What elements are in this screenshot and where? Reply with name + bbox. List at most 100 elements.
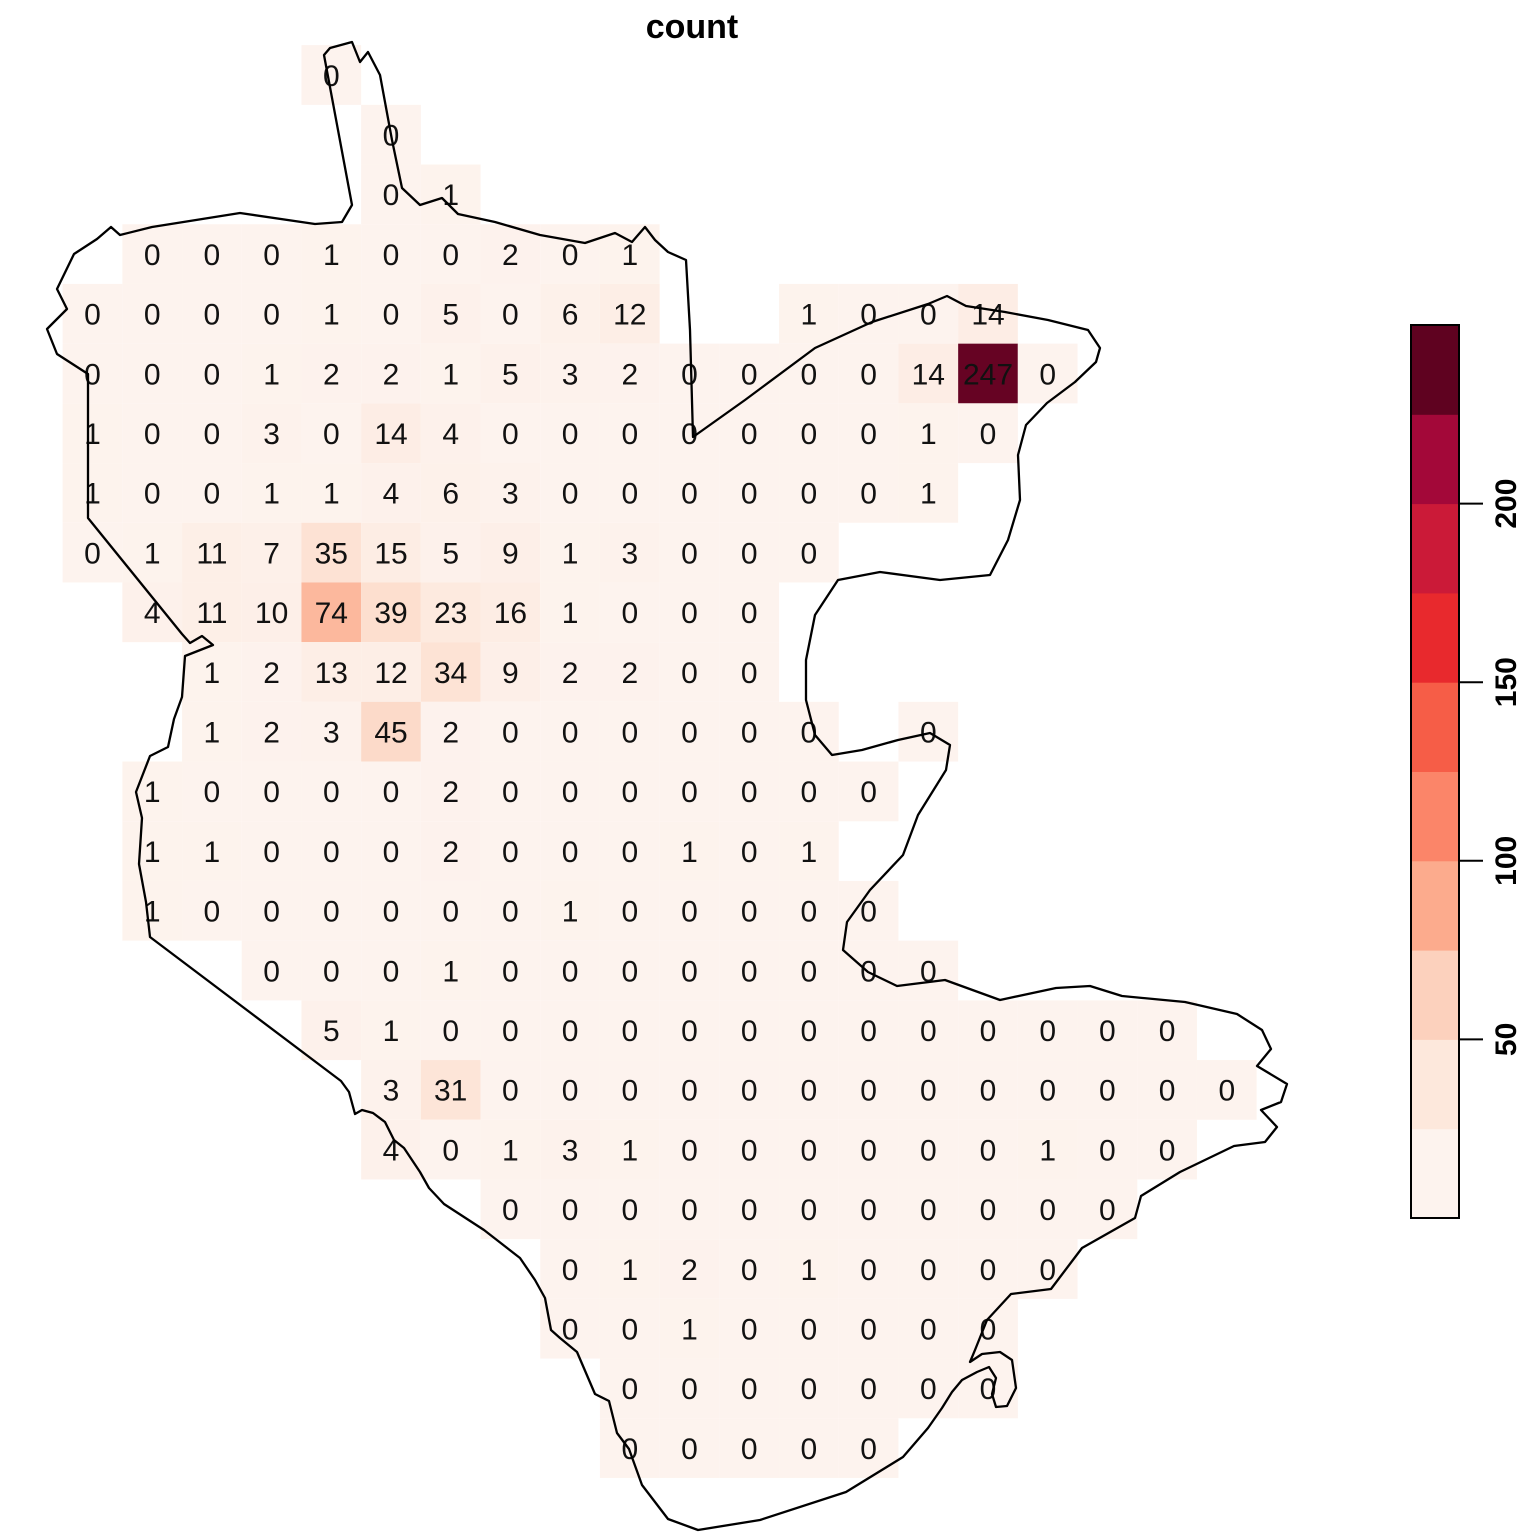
cell-value: 0	[621, 1373, 638, 1406]
cell-value: 0	[502, 896, 519, 929]
heatmap-cell	[659, 1298, 720, 1359]
cell-value: 2	[442, 717, 459, 750]
cell-value: 0	[920, 1194, 937, 1227]
cell-value: 0	[920, 1015, 937, 1048]
heatmap-cell	[480, 463, 541, 523]
heatmap-cell	[241, 642, 302, 702]
cell-value: 14	[971, 299, 1004, 332]
heatmap-cell	[1077, 1060, 1138, 1120]
cell-value: 0	[383, 896, 400, 929]
heatmap-cell	[420, 343, 481, 404]
heatmap-cell	[361, 522, 421, 583]
cell-value: 6	[442, 478, 459, 511]
heatmap-cell	[241, 224, 302, 284]
heatmap-cell	[838, 1000, 899, 1061]
heatmap-cell	[182, 701, 242, 762]
heatmap-cell	[420, 522, 481, 583]
heatmap-cell	[420, 582, 481, 643]
heatmap-cell	[779, 821, 839, 881]
heatmap-cell	[301, 283, 362, 344]
cell-value: 0	[383, 299, 400, 332]
cell-value: 1	[263, 478, 280, 511]
heatmap-cell	[301, 343, 362, 404]
cell-value: 0	[383, 179, 400, 212]
cell-value: 0	[860, 1015, 877, 1048]
cell-value: 0	[860, 1433, 877, 1466]
cell-value: 0	[204, 299, 221, 332]
heatmap-cell	[540, 642, 600, 702]
cell-value: 0	[383, 955, 400, 988]
cell-value: 0	[1039, 358, 1056, 391]
heatmap-cell	[241, 522, 302, 583]
heatmap-cell	[719, 1060, 780, 1120]
heatmap-cell	[540, 1239, 600, 1299]
heatmap-cell	[182, 821, 242, 881]
cell-value: 3	[562, 1134, 579, 1167]
cell-value: 0	[801, 478, 818, 511]
cell-value: 0	[681, 1134, 698, 1167]
cell-value: 0	[741, 1075, 758, 1108]
heatmap-cell	[719, 1358, 780, 1419]
heatmap-cell	[1017, 1060, 1078, 1120]
heatmap-cell	[779, 1119, 839, 1180]
heatmap-cell	[540, 522, 600, 583]
heatmap-cell	[779, 1358, 839, 1419]
heatmap-cell	[1077, 1179, 1138, 1240]
heatmap-cell	[719, 1119, 780, 1180]
cell-value: 0	[263, 776, 280, 809]
cell-value: 0	[263, 239, 280, 272]
heatmap-cell	[779, 1060, 839, 1120]
cell-value: 0	[621, 717, 638, 750]
cell-value: 6	[562, 299, 579, 332]
heatmap-cell	[898, 1119, 959, 1180]
heatmap-cell	[540, 1060, 600, 1120]
cell-value: 1	[562, 896, 579, 929]
cell-value: 0	[383, 776, 400, 809]
heatmap-cell	[719, 880, 780, 941]
heatmap-cell	[599, 880, 660, 941]
heatmap-cell	[182, 582, 242, 643]
heatmap-cell	[480, 343, 541, 404]
heatmap-cell	[480, 1060, 541, 1120]
legend-colorbar: 50 100 150 200	[1410, 324, 1523, 1219]
heatmap-cell	[540, 463, 600, 523]
heatmap-cell	[1017, 1179, 1078, 1240]
heatmap-cell	[659, 880, 720, 941]
heatmap-cell	[779, 880, 839, 941]
heatmap-cell	[898, 403, 959, 464]
heatmap-cell	[838, 463, 899, 523]
cell-value: 0	[562, 478, 579, 511]
heatmap-cell	[420, 940, 481, 1001]
cell-value: 0	[681, 1433, 698, 1466]
cell-value: 0	[860, 358, 877, 391]
cell-value: 0	[621, 1015, 638, 1048]
cell-value: 0	[621, 418, 638, 451]
heatmap-cell	[241, 821, 302, 881]
legend-color-block	[1411, 592, 1459, 683]
cell-value: 0	[860, 1134, 877, 1167]
heatmap-cell	[420, 1060, 481, 1120]
heatmap-cell	[659, 1358, 720, 1419]
heatmap-cell	[540, 403, 600, 464]
heatmap-cell	[480, 1179, 541, 1240]
cell-value: 0	[204, 478, 221, 511]
cell-value: 0	[323, 776, 340, 809]
cell-value: 0	[323, 836, 340, 869]
cell-value: 0	[741, 1314, 758, 1347]
heatmap-cell	[182, 761, 242, 822]
cell-value: 0	[860, 1254, 877, 1287]
cell-value: 0	[741, 836, 758, 869]
cell-value: 0	[502, 1075, 519, 1108]
cell-value: 0	[741, 537, 758, 570]
cell-value: 0	[204, 776, 221, 809]
heatmap-cell	[122, 283, 183, 344]
heatmap-cell	[958, 1119, 1018, 1180]
heatmap-cell	[719, 463, 780, 523]
cell-value: 0	[204, 239, 221, 272]
heatmap-cell	[182, 463, 242, 523]
heatmap-cell	[659, 1239, 720, 1299]
heatmap-cell	[62, 522, 123, 583]
heatmap-cell	[599, 522, 660, 583]
cell-value: 0	[681, 537, 698, 570]
cell-value: 9	[502, 657, 519, 690]
